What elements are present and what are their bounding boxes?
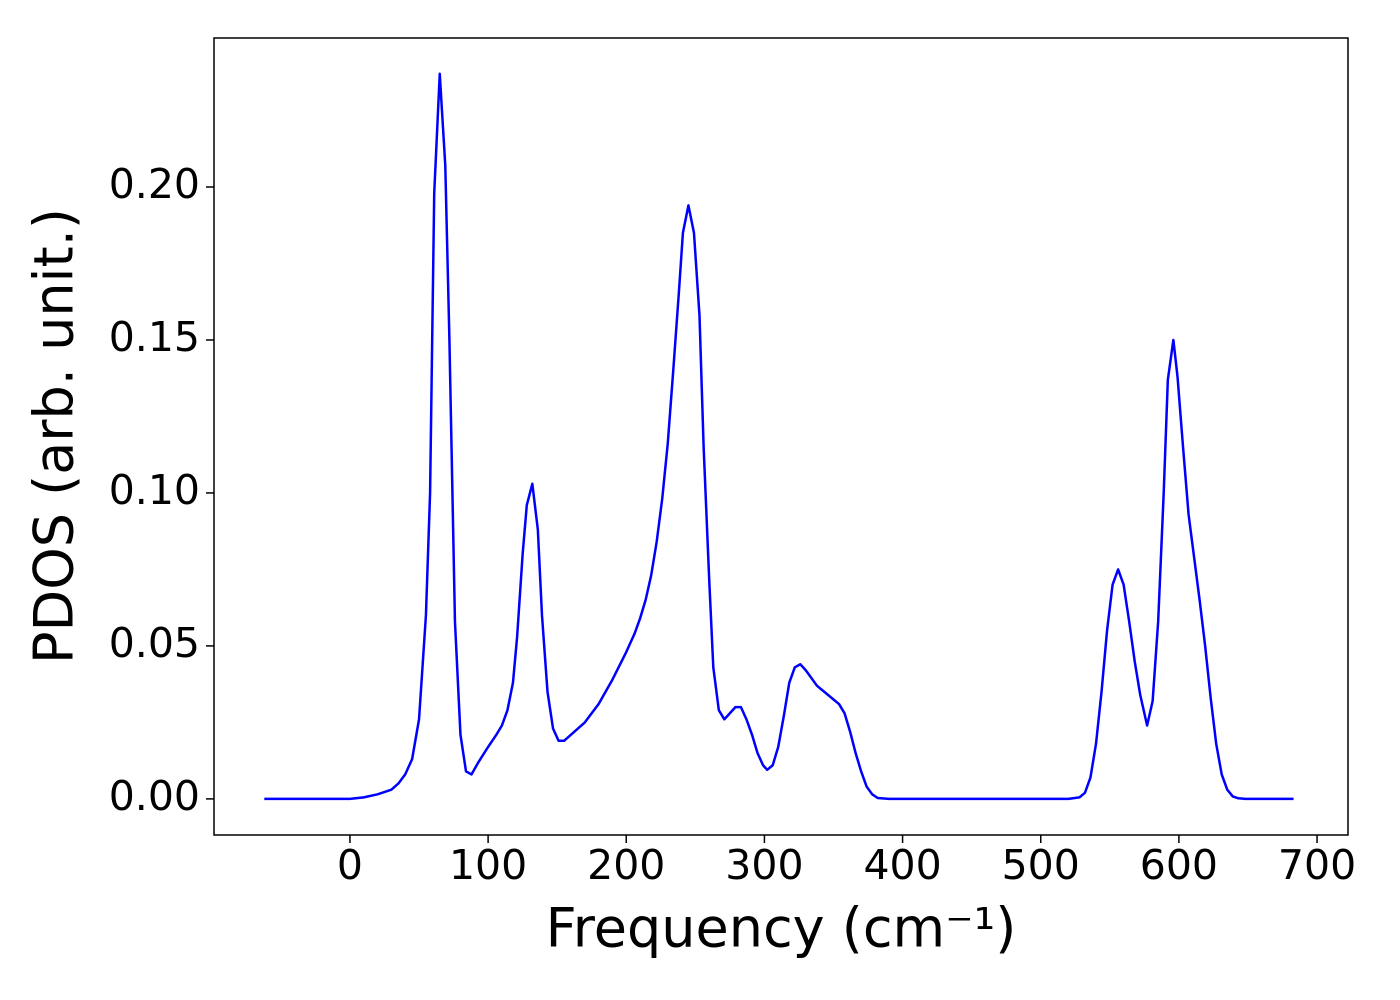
x-tick-label: 0: [337, 841, 363, 889]
x-axis-label: Frequency (cm⁻¹): [546, 897, 1017, 960]
y-tick-label: 0.00: [109, 772, 200, 820]
pdos-line: [264, 72, 1294, 801]
y-axis-label: PDOS (arb. unit.): [23, 208, 86, 664]
x-tick-label: 700: [1278, 841, 1356, 889]
y-tick-label: 0.15: [109, 313, 200, 361]
x-tick-label: 100: [449, 841, 527, 889]
y-tick-label: 0.05: [109, 619, 200, 667]
y-tick-label: 0.10: [109, 466, 200, 514]
x-tick-label: 200: [587, 841, 665, 889]
x-tick-label: 600: [1140, 841, 1218, 889]
x-tick-label: 300: [725, 841, 803, 889]
plot-frame: [213, 37, 1349, 836]
y-tick-label: 0.20: [109, 160, 200, 208]
x-tick-label: 500: [1002, 841, 1080, 889]
x-tick-label: 400: [863, 841, 941, 889]
